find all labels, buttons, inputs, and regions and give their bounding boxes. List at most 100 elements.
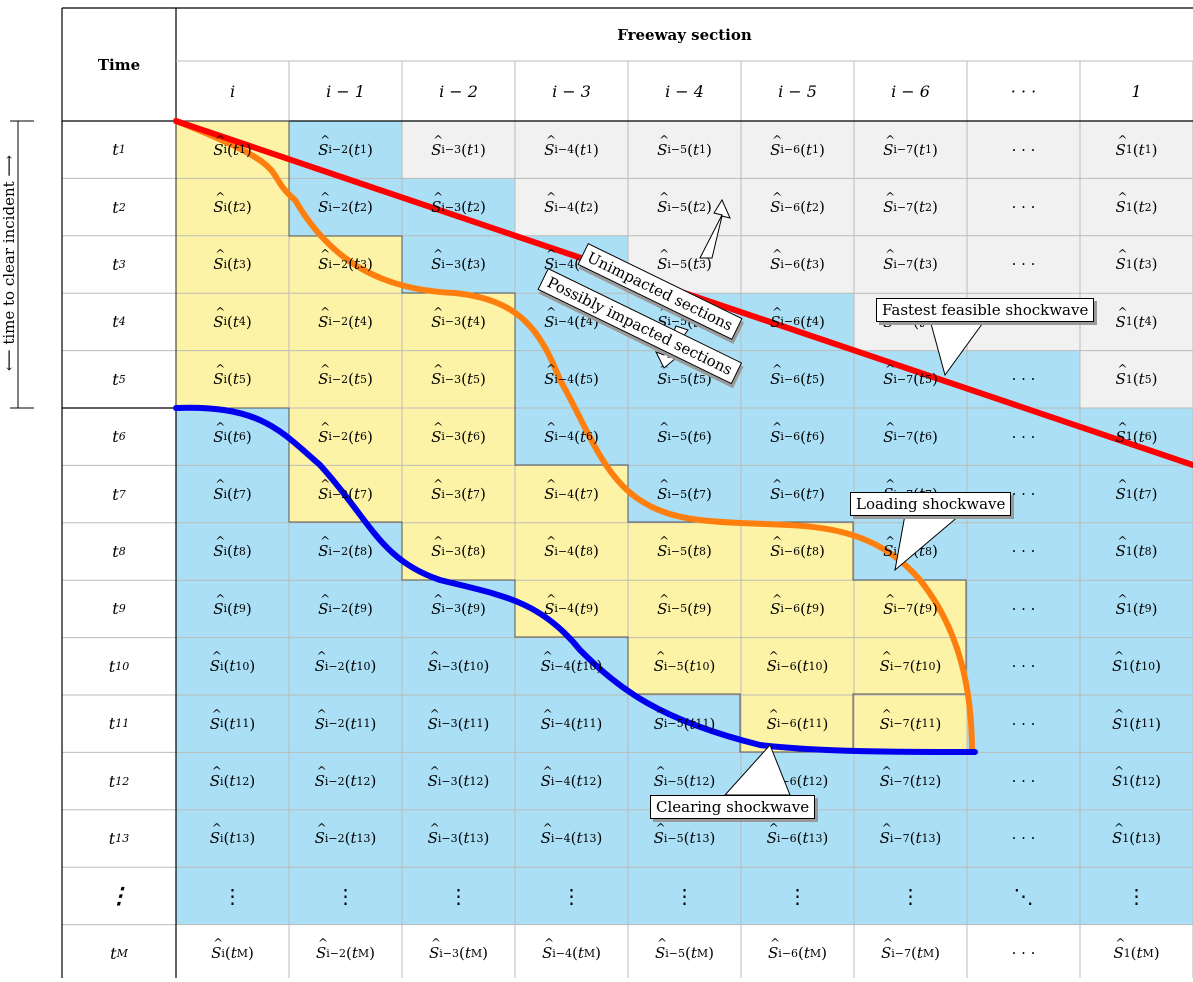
cell-background bbox=[515, 867, 628, 925]
time-header: Time bbox=[97, 55, 141, 74]
table-cell: Si−6(t11) bbox=[741, 695, 854, 752]
table-cell: Si−7(t11) bbox=[854, 695, 967, 752]
table-cell: Si−4(t11) bbox=[515, 695, 628, 752]
table-cell: Si−3(t11) bbox=[402, 695, 515, 752]
cell-background bbox=[176, 522, 289, 581]
cell-background bbox=[515, 924, 628, 978]
cell-background bbox=[854, 637, 967, 695]
table-cell: S1(t3) bbox=[1080, 236, 1193, 293]
cell-background bbox=[515, 637, 628, 695]
cell-background bbox=[741, 408, 854, 466]
table-cell: Si(t1) bbox=[176, 121, 289, 178]
cell-background bbox=[628, 522, 741, 581]
table-cell: Si−4(t8) bbox=[515, 523, 628, 580]
column-header: i − 5 bbox=[778, 81, 817, 101]
table-cell: Si−7(t6) bbox=[854, 408, 967, 465]
table-cell: Si−4(t12) bbox=[515, 752, 628, 809]
table-cell: Si−6(t1) bbox=[741, 121, 854, 178]
table-cell: Si(t9) bbox=[176, 580, 289, 637]
cell-background bbox=[515, 121, 628, 179]
table-cell: Si−6(t2) bbox=[741, 178, 854, 235]
time-label: t 13 bbox=[108, 828, 130, 848]
freeway-section-header: Freeway section bbox=[617, 25, 752, 44]
cell-background bbox=[967, 637, 1080, 695]
table-cell: Si(tM) bbox=[176, 925, 289, 982]
time-column-background bbox=[62, 121, 176, 978]
cell-background bbox=[176, 408, 289, 466]
cell-background bbox=[402, 350, 515, 408]
cell-background bbox=[854, 924, 967, 978]
cell-background bbox=[289, 121, 402, 179]
cell-background bbox=[515, 695, 628, 753]
column-header: i − 2 bbox=[439, 81, 478, 101]
cell-background bbox=[1080, 695, 1193, 753]
table-cell: Si−2(t9) bbox=[289, 580, 402, 637]
table-cell: Si−3(t4) bbox=[402, 293, 515, 350]
cell-background bbox=[741, 350, 854, 408]
cell-background bbox=[628, 580, 741, 638]
time-label: t 10 bbox=[108, 656, 130, 676]
table-cell: S1(t9) bbox=[1080, 580, 1193, 637]
table-cell: Si−2(t7) bbox=[289, 465, 402, 522]
clearing-shockwave-curve bbox=[173, 404, 978, 755]
column-header: i − 6 bbox=[891, 81, 930, 101]
cell-background bbox=[176, 809, 289, 868]
cell-background bbox=[967, 522, 1080, 581]
table-cell: ⋮ bbox=[787, 883, 808, 908]
table-cell: ⋮ bbox=[222, 883, 243, 908]
table-cell: Si−7(t10) bbox=[854, 638, 967, 695]
cell-background bbox=[289, 695, 402, 753]
cell-background bbox=[967, 695, 1080, 753]
table-cell: Si−5(t10) bbox=[628, 638, 741, 695]
table-cell: Si−4(t7) bbox=[515, 465, 628, 522]
column-header: 1 bbox=[1131, 81, 1142, 101]
cell-background bbox=[515, 465, 628, 523]
cell-background bbox=[176, 695, 289, 753]
time-label: ⋮ bbox=[108, 882, 130, 909]
cell-background bbox=[1080, 522, 1193, 581]
table-cell: Si−3(t5) bbox=[402, 351, 515, 408]
cell-background bbox=[854, 695, 967, 753]
table-cell: · · · bbox=[1011, 370, 1036, 389]
cell-background bbox=[741, 637, 854, 695]
cell-background bbox=[967, 121, 1080, 179]
table-cell: Si−6(t4) bbox=[741, 293, 854, 350]
cell-background bbox=[628, 121, 741, 179]
time-label: t 12 bbox=[108, 771, 130, 791]
cell-background bbox=[628, 465, 741, 523]
table-cell: · · · bbox=[1011, 255, 1036, 274]
time-label: t 11 bbox=[108, 714, 130, 734]
cell-background bbox=[402, 809, 515, 868]
table-cell: · · · bbox=[1011, 542, 1036, 561]
table-cell: Si−3(t7) bbox=[402, 465, 515, 522]
table-cell: Si−2(t6) bbox=[289, 408, 402, 465]
cell-background bbox=[1080, 924, 1193, 978]
table-cell: Si−2(tM) bbox=[289, 925, 402, 982]
table-cell: Si−4(t5) bbox=[515, 351, 628, 408]
cell-background bbox=[967, 235, 1080, 294]
table-cell: · · · bbox=[1011, 772, 1036, 791]
table-cell: S1(t7) bbox=[1080, 465, 1193, 522]
table-cell: Si−6(t13) bbox=[741, 810, 854, 867]
table-cell: Si−5(tM) bbox=[628, 925, 741, 982]
cell-background bbox=[741, 809, 854, 868]
column-header: i − 1 bbox=[326, 81, 365, 101]
cell-background bbox=[402, 924, 515, 978]
cell-background bbox=[289, 293, 402, 351]
table-cell: Si−5(t5) bbox=[628, 351, 741, 408]
table-cell: ⋮ bbox=[561, 883, 582, 908]
table-cell: Si−6(t7) bbox=[741, 465, 854, 522]
table-cell: ⋮ bbox=[448, 883, 469, 908]
cell-background bbox=[176, 637, 289, 695]
cell-background bbox=[628, 924, 741, 978]
cell-background bbox=[515, 178, 628, 236]
cell-background bbox=[1080, 809, 1193, 868]
cell-background bbox=[176, 178, 289, 236]
table-cell: · · · bbox=[1011, 829, 1036, 848]
table-cell: Si−6(t6) bbox=[741, 408, 854, 465]
table-cell: Si−5(t9) bbox=[628, 580, 741, 637]
